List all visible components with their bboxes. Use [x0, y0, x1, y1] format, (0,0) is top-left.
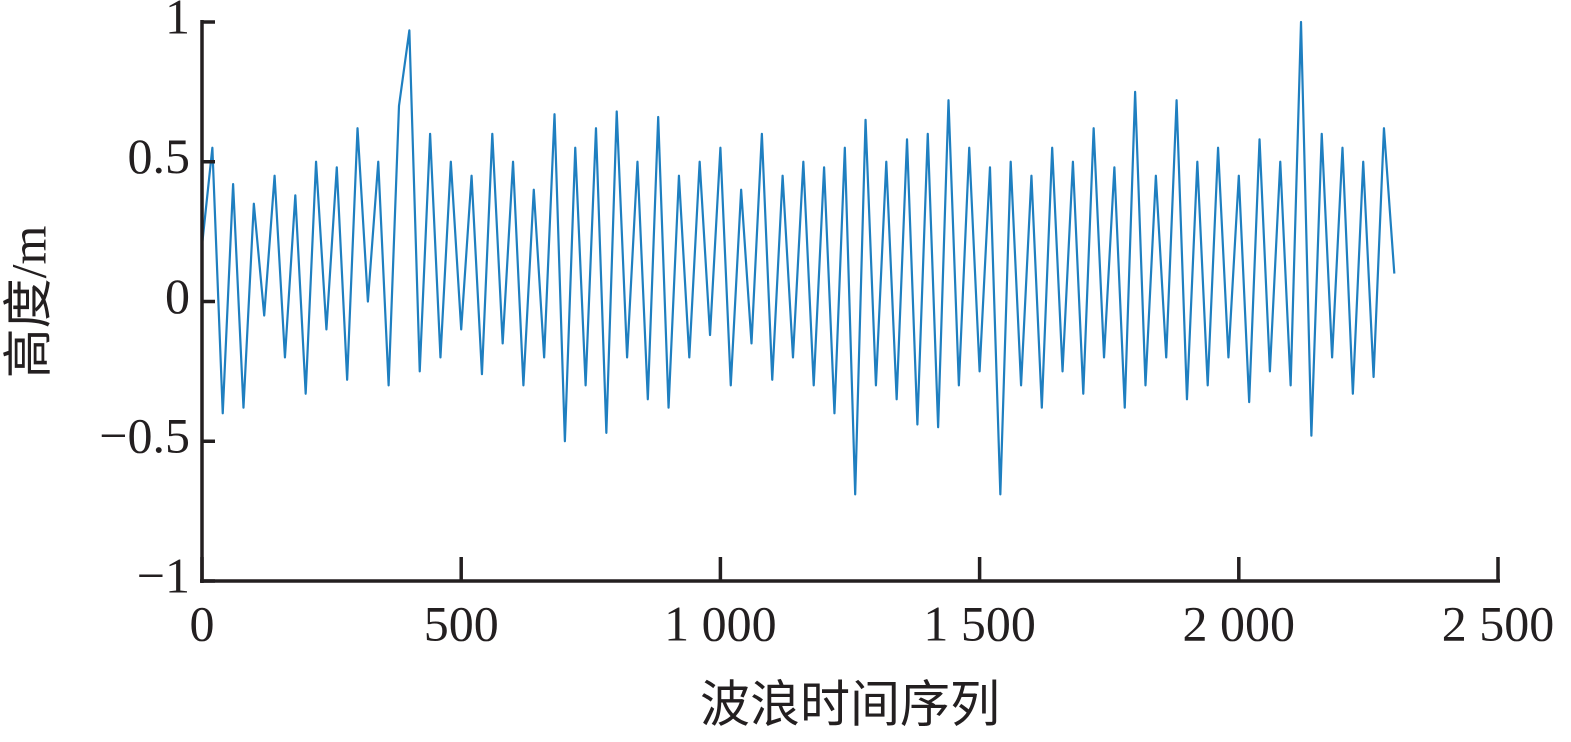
data-line — [200, 20, 1396, 496]
x-tick-label: 2 000 — [1183, 595, 1296, 651]
x-axis-label: 波浪时间序列 — [700, 676, 1000, 732]
x-tick-label: 0 — [190, 595, 215, 651]
x-tick-label: 1 000 — [664, 595, 777, 651]
x-tick-label: 2 500 — [1442, 595, 1555, 651]
y-tick-label: 0.5 — [128, 128, 191, 184]
y-tick-label: −0.5 — [99, 408, 190, 464]
y-axis-label: 高度/m — [0, 226, 56, 379]
y-tick-label: −1 — [137, 547, 190, 603]
x-tick-label: 1 500 — [923, 595, 1036, 651]
y-tick-label: 0 — [165, 268, 190, 324]
y-tick-label: 1 — [165, 0, 190, 44]
x-tick-label: 500 — [424, 595, 499, 651]
